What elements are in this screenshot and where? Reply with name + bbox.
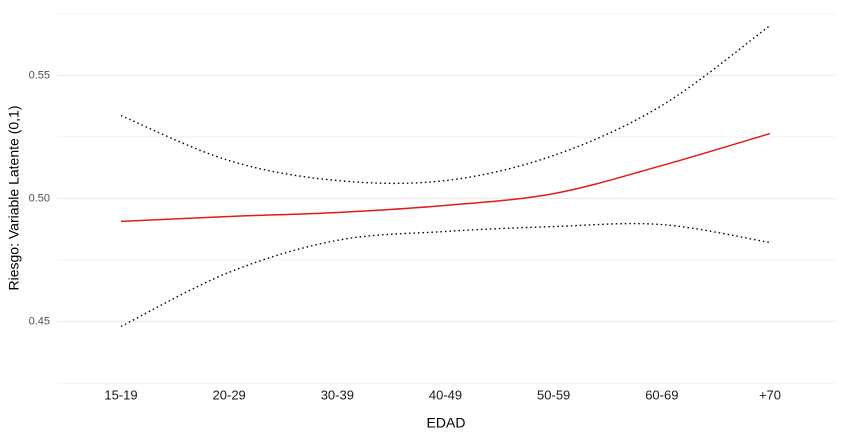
- x-tick-label: 50-59: [537, 387, 570, 402]
- x-axis-title: EDAD: [427, 415, 466, 431]
- x-tick-label: 40-49: [429, 387, 462, 402]
- x-tick-label: 15-19: [104, 387, 137, 402]
- series-line: [120, 132, 771, 223]
- x-tick-label: 60-69: [645, 387, 678, 402]
- y-tick-label: 0.55: [29, 69, 50, 81]
- x-tick-label: 20-29: [213, 387, 246, 402]
- x-tick-label: +70: [759, 387, 781, 402]
- series-line: [120, 222, 771, 328]
- y-tick-label: 0.50: [29, 192, 50, 204]
- y-tick-label: 0.45: [29, 315, 50, 327]
- y-axis-title: Riesgo: Variable Latente (0,1): [6, 106, 22, 291]
- x-tick-label: 30-39: [321, 387, 354, 402]
- series-line: [120, 24, 771, 185]
